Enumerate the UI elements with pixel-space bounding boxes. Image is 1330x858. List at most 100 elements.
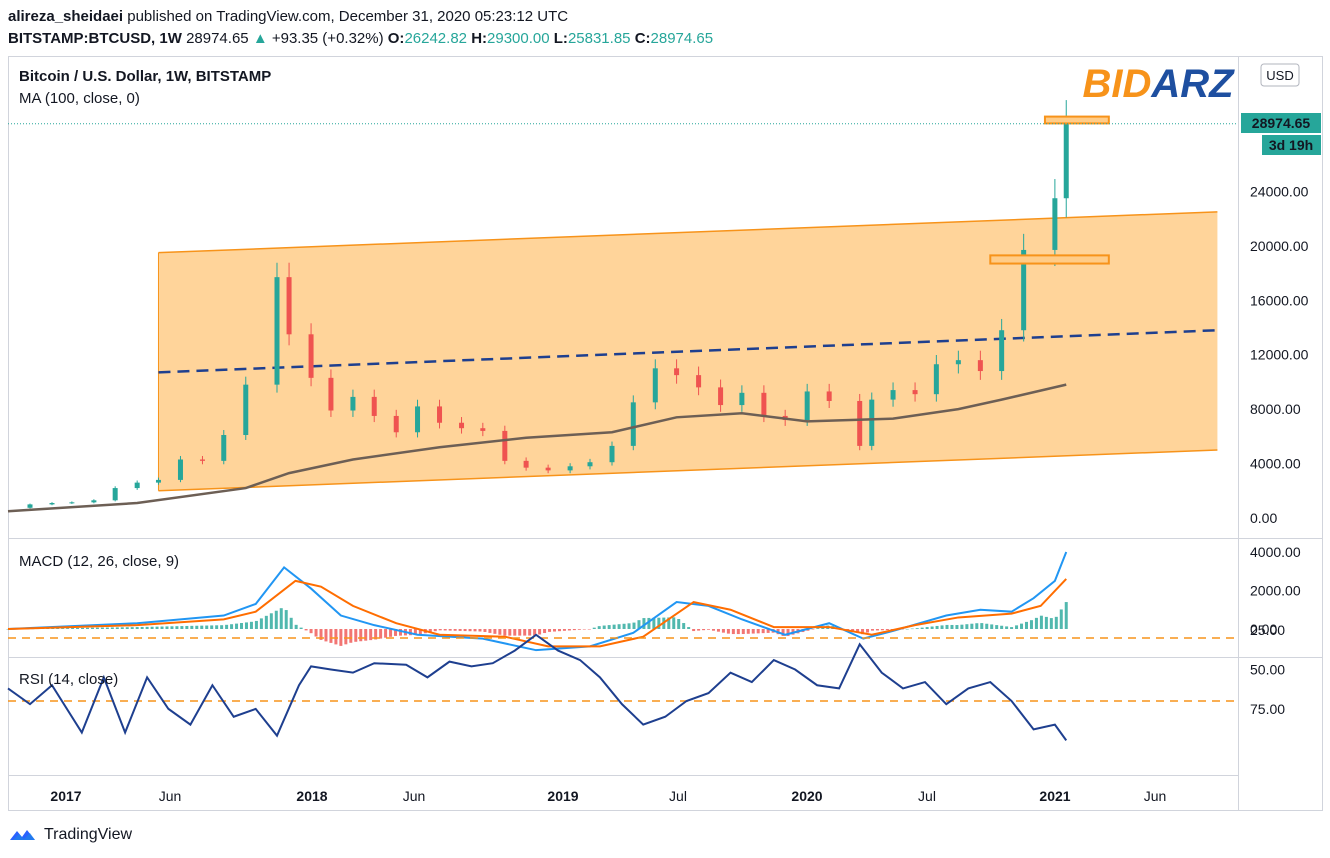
histogram-bar <box>697 629 701 631</box>
support-zone[interactable] <box>989 254 1110 265</box>
histogram-bar <box>990 624 994 629</box>
candle-body[interactable] <box>674 368 680 376</box>
histogram-bar <box>95 627 99 629</box>
candle-body[interactable] <box>480 428 486 431</box>
candle-body[interactable] <box>739 392 745 406</box>
histogram-bar <box>165 626 169 629</box>
histogram-bar <box>915 628 919 629</box>
candle-body[interactable] <box>652 368 658 403</box>
candle-body[interactable] <box>630 402 636 446</box>
rsi-line[interactable] <box>7 633 1068 741</box>
macd-tick-label: 0.00 <box>1250 621 1277 637</box>
candle-body[interactable] <box>999 330 1005 372</box>
ma-line[interactable] <box>7 383 1067 513</box>
candle-body[interactable] <box>27 504 33 508</box>
candle-body[interactable] <box>134 482 140 489</box>
candle-body[interactable] <box>977 360 983 372</box>
ma-legend[interactable]: MA (100, close, 0) <box>19 90 140 107</box>
candle-body[interactable] <box>49 503 55 505</box>
candle-body[interactable] <box>437 406 443 423</box>
histogram-bar <box>498 629 502 635</box>
candle-body[interactable] <box>371 396 377 416</box>
rsi-tick-label: 25.00 <box>1250 622 1285 638</box>
candle-body[interactable] <box>1021 249 1027 331</box>
currency-label: USD <box>1266 68 1293 83</box>
candle-body[interactable] <box>308 334 314 378</box>
candle-body[interactable] <box>199 459 205 461</box>
candle-body[interactable] <box>91 500 97 503</box>
resistance-zone[interactable] <box>1043 115 1110 125</box>
time-axis[interactable]: 2017 Jun 2018 Jun 2019 Jul 2020 Jul 2021 Jun <box>50 788 1166 804</box>
macd-pane[interactable] <box>6 551 1068 652</box>
candle-body[interactable] <box>1052 198 1058 250</box>
candle-body[interactable] <box>933 364 939 395</box>
histogram-bar <box>1049 618 1053 629</box>
macd-legend[interactable]: MACD (12, 26, close, 9) <box>19 553 179 570</box>
candle-body[interactable] <box>274 277 280 385</box>
candle-body[interactable] <box>761 392 767 416</box>
histogram-bar <box>632 622 636 629</box>
candle-body[interactable] <box>69 502 75 504</box>
candle-body[interactable] <box>350 396 356 411</box>
candle-body[interactable] <box>718 387 724 406</box>
tradingview-brand[interactable]: TradingView <box>44 826 133 843</box>
publisher-name[interactable]: alireza_sheidaei <box>8 8 124 25</box>
candle-body[interactable] <box>567 466 573 471</box>
histogram-bar <box>433 629 437 632</box>
channel-upper-line[interactable] <box>158 211 1218 254</box>
histogram-bar <box>875 629 879 631</box>
histogram-bar <box>66 628 70 629</box>
rsi-axis[interactable]: 75.00 50.00 25.00 <box>1250 622 1285 717</box>
rsi-legend[interactable]: RSI (14, close) <box>19 671 118 688</box>
histogram-bar <box>975 623 979 629</box>
candle-body[interactable] <box>243 384 249 435</box>
histogram-bar <box>920 627 924 629</box>
candle-body[interactable] <box>890 390 896 400</box>
candle-body[interactable] <box>857 400 863 446</box>
candle-body[interactable] <box>869 399 875 446</box>
signal-line[interactable] <box>7 578 1067 648</box>
channel-midline[interactable] <box>158 328 1218 374</box>
candle-body[interactable] <box>523 460 529 468</box>
candle-body[interactable] <box>112 488 118 501</box>
series-legend[interactable]: Bitcoin / U.S. Dollar, 1W, BITSTAMP <box>19 68 271 85</box>
candle-body[interactable] <box>177 459 183 480</box>
histogram-bar <box>428 629 432 633</box>
price-axis[interactable]: 24000.00 20000.00 16000.00 12000.00 8000.00 4… <box>1250 183 1309 526</box>
macd-line[interactable] <box>7 551 1068 652</box>
candle-body[interactable] <box>804 391 810 421</box>
candle-body[interactable] <box>393 415 399 433</box>
macd-axis[interactable]: 4000.00 2000.00 0.00 <box>1250 544 1301 637</box>
candle-body[interactable] <box>415 406 421 433</box>
candle-body[interactable] <box>696 375 702 388</box>
close-value: 28974.65 <box>650 30 714 47</box>
histogram-bar <box>1024 621 1028 629</box>
candle-body[interactable] <box>912 390 918 395</box>
candle-body[interactable] <box>502 430 508 461</box>
currency-badge[interactable]: USD <box>1260 63 1300 87</box>
candle-body[interactable] <box>328 377 334 411</box>
rsi-pane[interactable] <box>7 633 1238 741</box>
candle-body[interactable] <box>826 391 832 401</box>
channel-lower-line[interactable] <box>158 449 1218 492</box>
candle-body[interactable] <box>545 467 551 471</box>
histogram-bar <box>374 629 378 640</box>
histogram-bar <box>960 624 964 629</box>
candle-body[interactable] <box>955 360 961 365</box>
candle-body[interactable] <box>609 445 615 463</box>
candle-body[interactable] <box>459 422 465 429</box>
open-label: O: <box>387 30 405 47</box>
candle-body[interactable] <box>155 479 161 483</box>
candle-body[interactable] <box>286 277 292 335</box>
histogram-bar <box>364 629 368 641</box>
histogram-bar <box>910 628 914 630</box>
candle-body[interactable] <box>1063 123 1069 199</box>
candle-body[interactable] <box>587 462 593 467</box>
histogram-bar <box>200 625 204 629</box>
histogram-bar <box>160 626 164 629</box>
histogram-bar <box>125 627 129 629</box>
price-pane[interactable] <box>7 100 1238 513</box>
histogram-bar <box>279 608 283 629</box>
candle-body[interactable] <box>221 434 227 461</box>
